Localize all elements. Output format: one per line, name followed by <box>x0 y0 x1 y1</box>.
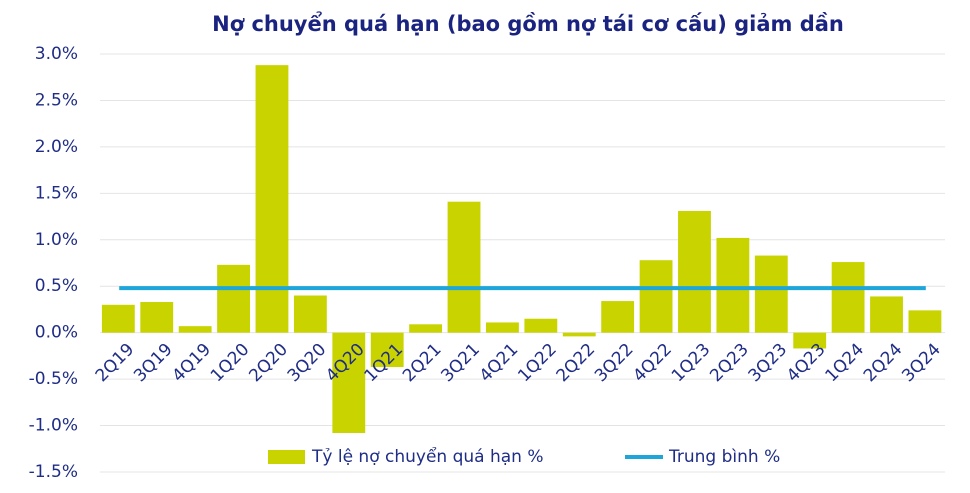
bar <box>486 322 519 333</box>
bar <box>370 332 404 368</box>
y-tick-label: 1.0% <box>35 230 78 250</box>
bar <box>793 332 827 349</box>
bar <box>716 237 750 333</box>
legend-label: Trung bình % <box>668 447 780 467</box>
bar <box>678 210 711 333</box>
y-tick-label: 3.0% <box>35 44 78 64</box>
y-tick-label: 2.5% <box>35 90 78 110</box>
bar <box>601 301 635 333</box>
bar <box>831 262 865 333</box>
bar <box>754 255 788 333</box>
bar <box>293 295 327 333</box>
bar <box>870 296 903 333</box>
bar <box>639 260 673 333</box>
bar <box>101 304 135 333</box>
y-tick-label: -1.0% <box>29 416 78 436</box>
bar <box>562 332 596 337</box>
bar <box>524 318 558 333</box>
legend-swatch <box>268 450 305 464</box>
y-tick-label: -0.5% <box>29 369 78 389</box>
y-tick-label: 2.0% <box>35 137 78 157</box>
bar <box>178 326 212 333</box>
bar <box>255 65 289 333</box>
bar <box>332 332 366 433</box>
legend-label: Tỷ lệ nợ chuyển quá hạn % <box>311 446 544 467</box>
bar <box>217 264 250 333</box>
bar <box>908 310 942 333</box>
bar <box>140 302 174 333</box>
bar <box>447 201 481 333</box>
y-tick-label: 0.0% <box>35 323 78 343</box>
y-tick-label: 1.5% <box>35 183 78 203</box>
y-tick-label: 0.5% <box>35 276 78 296</box>
chart-title: Nợ chuyển quá hạn (bao gồm nợ tái cơ cấu… <box>212 11 844 36</box>
bar <box>409 324 443 333</box>
y-tick-label: -1.5% <box>29 462 78 482</box>
